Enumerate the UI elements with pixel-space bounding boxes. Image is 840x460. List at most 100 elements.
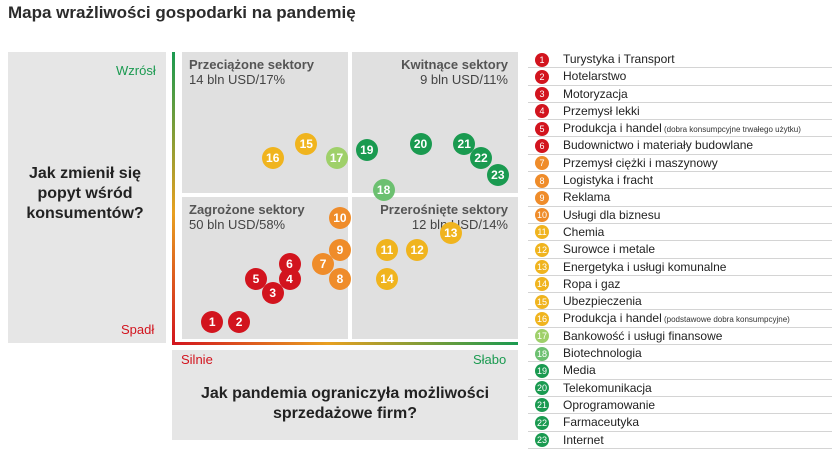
legend-number-badge: 22 bbox=[535, 415, 549, 430]
data-point-14: 14 bbox=[375, 267, 398, 290]
y-axis-label: Jak zmienił się popyt wśród konsumentów? bbox=[26, 165, 144, 222]
legend-label: Chemia bbox=[563, 224, 605, 239]
legend-label: Internet bbox=[563, 432, 604, 447]
data-point-3: 3 bbox=[261, 282, 284, 305]
legend-number-badge: 11 bbox=[535, 225, 549, 240]
legend-number-badge: 12 bbox=[535, 242, 549, 257]
legend-label: Przemysł ciężki i maszynowy bbox=[563, 155, 718, 170]
data-point-7: 7 bbox=[312, 253, 335, 276]
chart-title: Mapa wrażliwości gospodarki na pandemię bbox=[8, 3, 356, 22]
data-point-6: 6 bbox=[278, 253, 301, 276]
data-point-13: 13 bbox=[439, 221, 462, 244]
legend-item: 19 Media bbox=[528, 362, 832, 380]
legend-label: Telekomunikacja bbox=[563, 380, 652, 395]
legend-item: 5 Produkcja i handel (dobra konsumpcyjne … bbox=[528, 120, 832, 138]
x-axis-line bbox=[172, 342, 518, 345]
x-axis-label-box bbox=[172, 350, 518, 440]
data-point-1: 1 bbox=[201, 310, 224, 333]
legend-number-badge: 3 bbox=[535, 87, 549, 102]
quadrant-value: 12 bln USD/14% bbox=[411, 217, 508, 232]
legend-label: Energetyka i usługi komunalne bbox=[563, 259, 727, 274]
legend-item: 21 Oprogramowanie bbox=[528, 397, 832, 415]
data-point-19: 19 bbox=[355, 138, 378, 161]
legend-item: 18 Biotechnologia bbox=[528, 345, 832, 363]
data-point-9: 9 bbox=[328, 239, 351, 262]
quadrant-value: 9 bln USD/11% bbox=[420, 72, 508, 87]
legend-number-badge: 10 bbox=[535, 208, 549, 223]
data-point-11: 11 bbox=[375, 239, 398, 262]
legend-item: 10 Usługi dla biznesu bbox=[528, 207, 832, 224]
legend-label: Ubezpieczenia bbox=[563, 294, 642, 309]
x-axis-low-label: Silnie bbox=[181, 352, 213, 367]
legend-number-badge: 4 bbox=[535, 104, 549, 119]
legend-label: Surowce i metale bbox=[563, 242, 656, 257]
y-axis-line bbox=[172, 52, 175, 345]
legend-label: Produkcja i handel (dobra konsumpcyjne t… bbox=[563, 121, 801, 136]
quadrant-top-left bbox=[182, 52, 348, 193]
legend-number-badge: 16 bbox=[535, 311, 549, 326]
quadrant-title: Kwitnące sektory bbox=[401, 57, 508, 72]
data-point-21: 21 bbox=[453, 132, 476, 155]
legend-label: Ropa i gaz bbox=[563, 276, 621, 291]
legend-label: Budownictwo i materiały budowlane bbox=[563, 138, 754, 153]
legend-item: 8 Logistyka i fracht bbox=[528, 172, 832, 190]
legend-number-badge: 15 bbox=[535, 294, 549, 309]
legend-item: 23 Internet bbox=[528, 432, 832, 449]
legend-label: Media bbox=[563, 363, 596, 378]
legend-item: 12 Surowce i metale bbox=[528, 241, 832, 259]
legend-item: 1 Turystyka i Transport bbox=[528, 51, 832, 69]
data-point-20: 20 bbox=[409, 132, 432, 155]
legend-item: 15 Ubezpieczenia bbox=[528, 293, 832, 311]
legend-item: 20 Telekomunikacja bbox=[528, 380, 832, 397]
legend-item: 9 Reklama bbox=[528, 189, 832, 207]
legend-number-badge: 7 bbox=[535, 156, 549, 171]
data-point-5: 5 bbox=[244, 267, 267, 290]
legend-note: (dobra konsumpcyjne trwałego użytku) bbox=[661, 125, 801, 135]
data-point-17: 17 bbox=[325, 147, 348, 170]
legend-item: 7 Przemysł ciężki i maszynowy bbox=[528, 155, 832, 173]
legend-label: Farmaceutyka bbox=[563, 415, 640, 430]
quadrant-value: 50 bln USD/58% bbox=[189, 217, 286, 232]
x-axis-label: Jak pandemia ograniczyła możliwości sprz… bbox=[200, 385, 490, 422]
legend-number-badge: 9 bbox=[535, 190, 549, 205]
legend-label: Turystyka i Transport bbox=[563, 52, 675, 66]
legend-label: Przemysł lekki bbox=[563, 103, 640, 118]
legend-label: Biotechnologia bbox=[563, 346, 642, 361]
legend-note: (podstawowe dobra konsumpcyjne) bbox=[661, 315, 790, 325]
data-point-2: 2 bbox=[228, 310, 251, 333]
data-point-10: 10 bbox=[328, 207, 351, 230]
legend-number-badge: 2 bbox=[535, 69, 549, 84]
legend-number-badge: 6 bbox=[535, 138, 549, 153]
legend-item: 3 Motoryzacja bbox=[528, 86, 832, 103]
legend-item: 2 Hotelarstwo bbox=[528, 68, 832, 86]
data-point-23: 23 bbox=[486, 164, 509, 187]
legend-item: 16 Produkcja i handel (podstawowe dobra k… bbox=[528, 310, 832, 328]
legend-label: Bankowość i usługi finansowe bbox=[563, 328, 723, 343]
legend-number-badge: 21 bbox=[535, 398, 549, 413]
quadrant-value: 14 bln USD/17% bbox=[189, 72, 286, 87]
legend-item: 6 Budownictwo i materiały budowlane bbox=[528, 137, 832, 155]
x-axis-high-label: Słabo bbox=[473, 352, 507, 367]
quadrant-title: Zagrożone sektory bbox=[189, 202, 305, 217]
legend-label: Produkcja i handel (podstawowe dobra kon… bbox=[563, 311, 790, 326]
data-point-18: 18 bbox=[372, 178, 395, 201]
legend-item: 4 Przemysł lekki bbox=[528, 103, 832, 121]
legend-label: Hotelarstwo bbox=[563, 69, 627, 84]
y-axis-high-label: Wzrósł bbox=[116, 63, 156, 78]
legend: 1 Turystyka i Transport 2 Hotelarstwo 3 Motor… bbox=[528, 51, 832, 449]
legend-number-badge: 8 bbox=[535, 173, 549, 188]
legend-label: Motoryzacja bbox=[563, 86, 628, 101]
legend-item: 13 Energetyka i usługi komunalne bbox=[528, 259, 832, 276]
legend-label: Usługi dla biznesu bbox=[563, 207, 661, 222]
data-point-8: 8 bbox=[328, 267, 351, 290]
legend-number-badge: 14 bbox=[535, 277, 549, 292]
legend-number-badge: 23 bbox=[535, 433, 549, 448]
quadrant-title: Przeciążone sektory bbox=[189, 57, 315, 72]
legend-item: 11 Chemia bbox=[528, 224, 832, 242]
legend-number-badge: 18 bbox=[535, 346, 549, 361]
legend-number-badge: 5 bbox=[535, 121, 549, 136]
data-point-12: 12 bbox=[406, 239, 429, 262]
data-point-15: 15 bbox=[295, 132, 318, 155]
legend-number-badge: 19 bbox=[535, 363, 549, 378]
legend-number-badge: 20 bbox=[535, 381, 549, 396]
